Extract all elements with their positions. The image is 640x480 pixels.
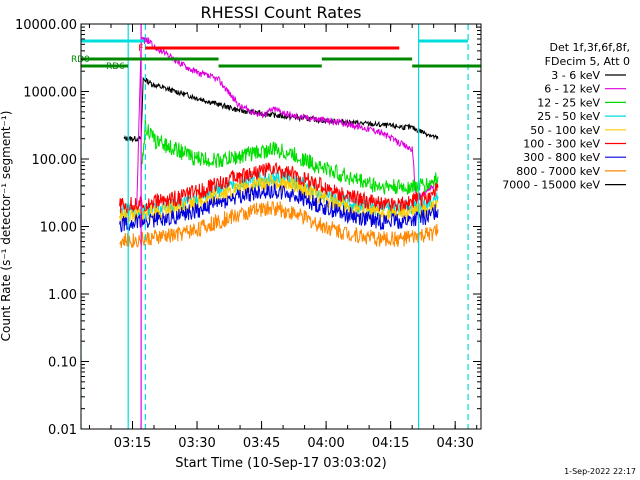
y-tick-label: 10000.00: [15, 18, 77, 33]
y-tick-label: 1.00: [48, 288, 77, 303]
legend-header: FDecim 5, Att 0: [545, 55, 630, 68]
y-tick-label: 0.01: [48, 423, 77, 438]
x-tick-label: 03:45: [243, 436, 280, 451]
series-line: [123, 76, 439, 143]
x-tick-label: 04:30: [436, 436, 473, 451]
series-line: [136, 36, 435, 205]
legend-entry: 3 - 6 keV: [551, 69, 600, 82]
chart-title: RHESSI Count Rates: [201, 3, 362, 22]
legend-entry: 25 - 50 keV: [537, 110, 600, 123]
legend-header: Det 1f,3f,6f,8f,: [549, 41, 630, 54]
y-tick-label: 100.00: [32, 153, 78, 168]
y-tick-label: 1000.00: [23, 86, 77, 101]
legend-entry: 50 - 100 keV: [530, 124, 600, 137]
annotation-label: RD6: [106, 62, 125, 72]
series-line: [119, 173, 439, 224]
y-axis-label: Count Rate (s⁻¹ detector⁻¹ segment⁻¹): [0, 111, 13, 342]
x-tick-label: 04:15: [372, 436, 409, 451]
annotation-label: N: [143, 37, 150, 47]
series-line: [119, 183, 439, 233]
legend-entry: 12 - 25 keV: [537, 96, 600, 109]
annotation-label: F: [138, 44, 143, 54]
y-tick-label: 10.00: [40, 221, 77, 236]
legend-entry: 800 - 7000 keV: [516, 165, 600, 178]
legend-entry: 7000 - 15000 keV: [502, 179, 600, 192]
x-tick-label: 04:00: [307, 436, 344, 451]
series-line: [140, 117, 439, 196]
legend-entry: 100 - 300 keV: [523, 138, 600, 151]
series-line: [119, 162, 439, 214]
legend-entry: 300 - 800 keV: [523, 151, 600, 164]
legend-entry: 6 - 12 keV: [544, 83, 600, 96]
x-tick-label: 03:15: [114, 436, 151, 451]
x-tick-label: 03:30: [178, 436, 215, 451]
y-tick-label: 0.10: [48, 356, 77, 371]
footer-timestamp: 1-Sep-2022 22:17: [564, 467, 636, 476]
annotation-label: RD0: [71, 55, 90, 65]
series-line: [119, 200, 439, 249]
x-axis-label: Start Time (10-Sep-17 03:03:02): [175, 456, 386, 471]
